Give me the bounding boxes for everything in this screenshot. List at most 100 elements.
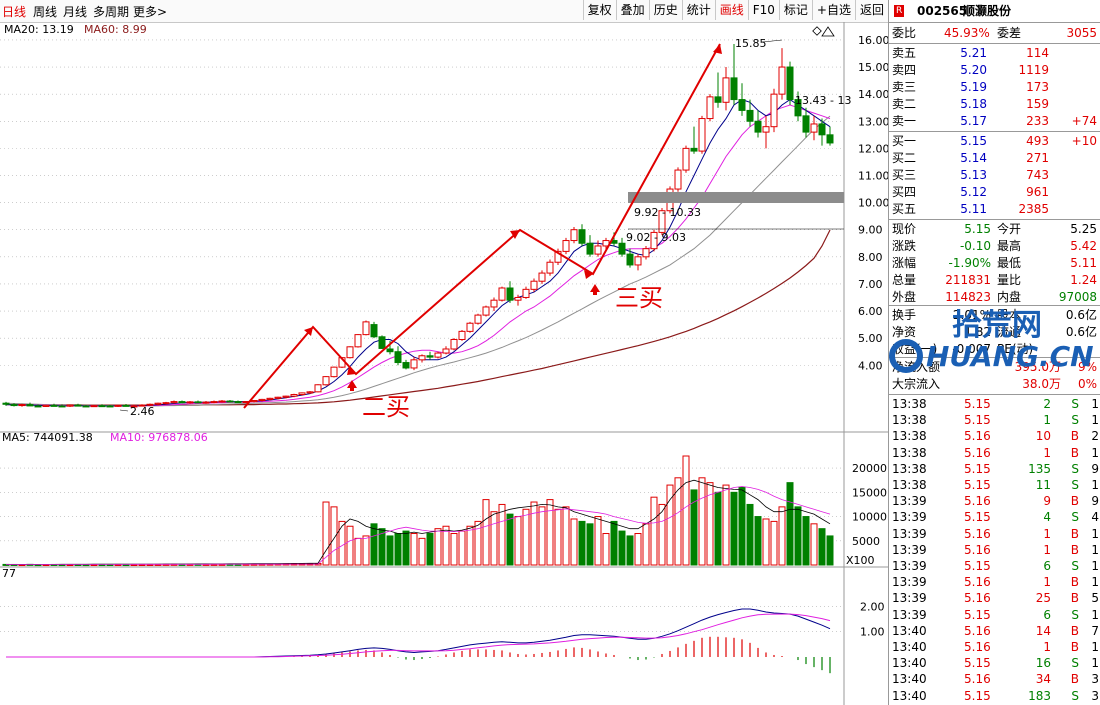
candle [258, 398, 266, 401]
volume-bar [818, 528, 826, 566]
candle [474, 314, 482, 324]
bid-row: 买五 5.11 2385 [892, 202, 1049, 216]
stat2-row: 收益(一) -0.007 PE(动) [892, 342, 1034, 356]
volume-bar [674, 477, 682, 566]
volume-bar [594, 516, 602, 566]
tab-daily[interactable]: 日线 [2, 5, 27, 19]
buy-markers [347, 284, 600, 391]
ma20-legend: MA20: 13.19 [4, 23, 74, 36]
price-tick-label: 10.00 [858, 197, 888, 210]
stats-button[interactable]: 统计 [681, 0, 715, 20]
candle [314, 384, 322, 393]
candle [210, 401, 218, 404]
draw-line-button[interactable]: 画线 [714, 0, 748, 20]
adjust-button[interactable]: 复权 [582, 0, 616, 20]
tab-more[interactable]: 更多> [133, 5, 168, 19]
volume-bar [610, 520, 618, 566]
candle [578, 229, 586, 244]
price-tick-label: 15.00 [858, 61, 888, 74]
price-tick-label: 13.00 [858, 115, 888, 128]
volume-bar [410, 533, 418, 566]
candle [434, 352, 442, 358]
tick-row: 13:39 5.15 6 S 1 [892, 607, 1099, 622]
volume-bar [330, 506, 338, 566]
tick-row: 13:38 5.16 10 B 2 [892, 429, 1099, 444]
stat2-row: 净资 1.82 流通 0.6亿 [892, 325, 1097, 339]
f10-button[interactable]: F10 [747, 0, 779, 20]
candle [34, 405, 42, 408]
overlay-button[interactable]: 叠加 [615, 0, 649, 20]
candle [202, 401, 210, 404]
candle [594, 245, 602, 255]
candle [410, 359, 418, 369]
volume-bar [786, 482, 794, 566]
candle [538, 272, 546, 282]
volume-bar [650, 496, 658, 566]
candle [10, 404, 18, 407]
candle [514, 296, 522, 301]
volume-bar [338, 520, 346, 566]
ma20-line [5, 115, 831, 407]
volume-bar [738, 486, 746, 566]
volume-bar [570, 518, 578, 566]
ask-row: 卖二 5.18 159 [892, 97, 1049, 111]
candle [82, 405, 90, 408]
mark-button[interactable]: 标记 [778, 0, 812, 20]
tab-weekly[interactable]: 周线 [33, 5, 58, 19]
price-tick-label: 9.00 [858, 224, 883, 237]
candle [122, 404, 130, 407]
candle [466, 322, 474, 332]
candle [330, 366, 338, 378]
volume-bar [450, 533, 458, 566]
candle [42, 404, 50, 407]
bid-row: 买一 5.15 493 +10 [892, 134, 1097, 148]
candle [626, 253, 634, 266]
candle [106, 405, 114, 408]
volume-bar [802, 516, 810, 566]
candle [18, 404, 26, 407]
range-label-9: 9.02 - 9.03 [626, 231, 686, 244]
tab-monthly[interactable]: 月线 [63, 5, 88, 19]
candle [618, 242, 626, 255]
volume-bar [602, 533, 610, 566]
tick-row: 13:39 5.16 9 B 9 [892, 494, 1099, 509]
tick-row: 13:40 5.16 14 B 7 [892, 623, 1099, 638]
candle [66, 404, 74, 407]
candle [74, 404, 82, 407]
history-button[interactable]: 历史 [648, 0, 682, 20]
candle [386, 348, 394, 353]
volume-bar [466, 525, 474, 566]
candle [722, 77, 730, 103]
volume-tick-label: 15000 [852, 486, 887, 499]
price-tick-label: 11.00 [858, 169, 888, 182]
candle [786, 66, 794, 101]
range-label-13: 13.43 - 13 [795, 94, 851, 107]
macd-dea-path [6, 613, 831, 658]
price-tick-label: 14.00 [858, 88, 888, 101]
tab-multi-period[interactable]: 多周期 [93, 5, 130, 19]
back-button[interactable]: 返回 [854, 0, 888, 20]
third-buy-label: 三买 [615, 284, 663, 312]
candle [826, 134, 834, 144]
price-tick-label: 8.00 [858, 251, 883, 264]
candle [746, 109, 754, 122]
candle [554, 250, 562, 263]
candlesticks [2, 44, 834, 408]
volume-bar [714, 491, 722, 566]
candle [778, 66, 786, 95]
add-watchlist-button[interactable]: +自选 [811, 0, 855, 20]
candle [490, 299, 498, 308]
candle [306, 391, 314, 394]
candle [154, 402, 162, 405]
tick-row: 13:38 5.15 2 S 1 [892, 397, 1099, 411]
candle [738, 99, 746, 111]
candle [498, 287, 506, 301]
candle [586, 242, 594, 255]
stat-row: 涨跌 -0.10 最高 5.42 [892, 239, 1097, 253]
volume-bar [778, 506, 786, 566]
ask-row: 卖三 5.19 173 [892, 80, 1049, 94]
macd-tick-label: 1.00 [860, 626, 885, 639]
candle [282, 395, 290, 398]
tick-row: 13:39 5.16 1 B 1 [892, 575, 1099, 590]
tick-row: 13:38 5.15 11 S 1 [892, 478, 1099, 492]
